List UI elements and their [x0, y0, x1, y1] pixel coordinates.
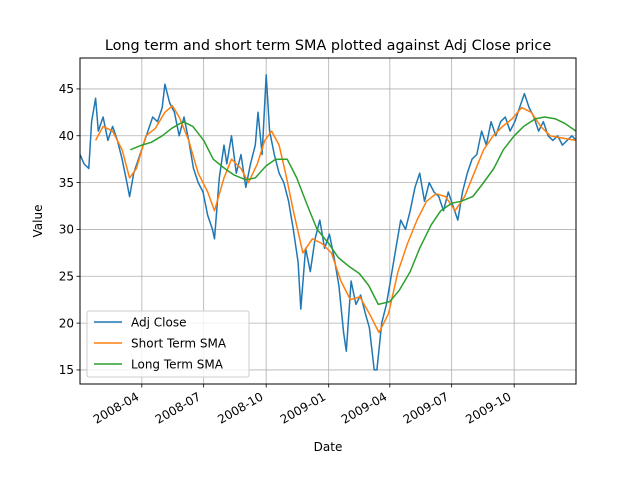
y-tick-label: 20 — [59, 316, 74, 330]
legend-label-2: Short Term SMA — [131, 337, 227, 351]
y-tick-label: 40 — [59, 129, 74, 143]
series-line-2 — [94, 105, 577, 334]
legend: Adj Close Short Term SMA Long Term SMA — [86, 310, 250, 378]
plot-frame — [79, 57, 577, 385]
y-tick-label: 25 — [59, 270, 74, 284]
chart-title: Long term and short term SMA plotted aga… — [105, 38, 552, 54]
series-line-3 — [130, 116, 577, 306]
legend-label-3: Long Term SMA — [131, 358, 224, 372]
y-tick-label: 45 — [59, 82, 74, 96]
x-axis-label: Date — [314, 440, 343, 454]
y-axis-label: Value — [31, 205, 45, 238]
y-tick-label: 30 — [59, 223, 74, 237]
y-tick-label: 15 — [59, 363, 74, 377]
legend-box — [86, 310, 250, 378]
series-lines — [79, 74, 577, 371]
legend-label-1: Adj Close — [131, 316, 186, 330]
series-line-1 — [79, 74, 577, 371]
y-tick-label: 35 — [59, 176, 74, 190]
